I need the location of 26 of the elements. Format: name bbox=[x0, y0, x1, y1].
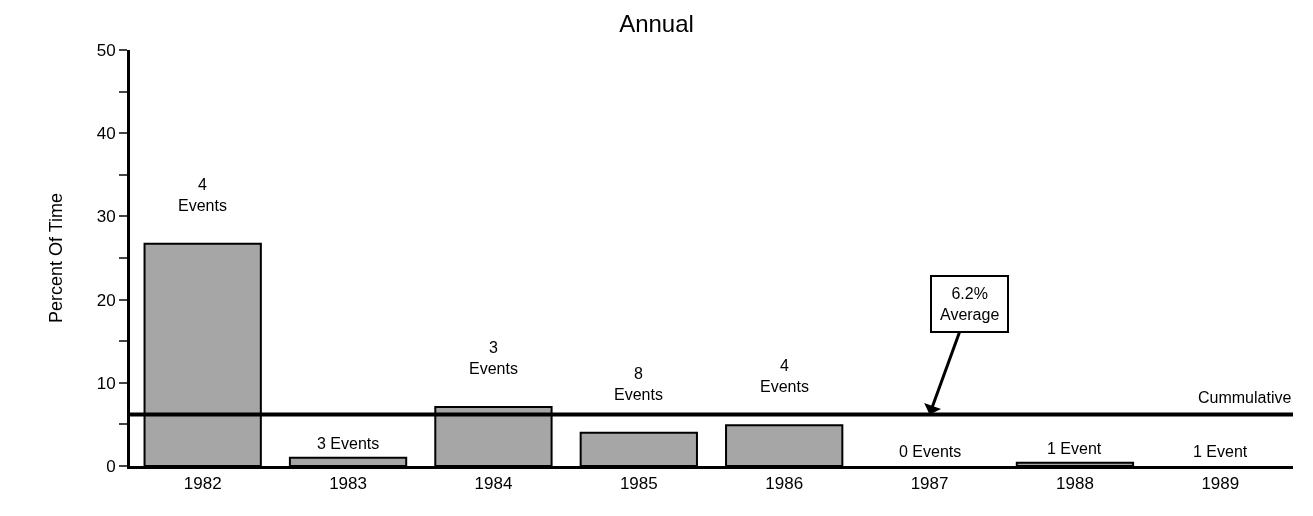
annotation: 0 Events bbox=[899, 443, 962, 460]
x-tick-label: 1988 bbox=[1056, 474, 1094, 494]
x-tick-label: 1984 bbox=[474, 474, 513, 494]
annotation: 1 Event bbox=[1193, 443, 1248, 460]
annotation: 4 Events bbox=[760, 357, 809, 395]
annotation: 3 Events bbox=[469, 339, 518, 377]
annotation: 3 Events bbox=[317, 435, 380, 452]
x-tick-label: 1983 bbox=[329, 474, 367, 494]
x-tick-label: 1989 bbox=[1201, 474, 1240, 494]
y-tick-label: 40 bbox=[96, 124, 116, 144]
y-tick-label: 0 bbox=[106, 456, 116, 476]
x-tick-label: 1986 bbox=[765, 474, 804, 494]
y-tick-label: 30 bbox=[96, 207, 116, 227]
annotation: 1 Event bbox=[1047, 440, 1102, 457]
annotation: 6.2% Average bbox=[940, 285, 1000, 323]
y-axis-title: Percent Of Time bbox=[45, 192, 66, 324]
x-tick-label: 1987 bbox=[910, 474, 949, 494]
y-tick-label: 50 bbox=[96, 40, 116, 60]
ref-line-label: Cummulative bbox=[1198, 389, 1292, 406]
x-tick-label: 1982 bbox=[183, 474, 222, 494]
annotation: 8 Events bbox=[614, 365, 663, 403]
y-tick-label: 10 bbox=[96, 373, 116, 393]
y-tick-label: 20 bbox=[96, 290, 116, 310]
chart-title: Annual bbox=[619, 10, 694, 38]
annotation: 4 Events bbox=[178, 176, 227, 214]
x-tick-label: 1985 bbox=[619, 474, 658, 494]
